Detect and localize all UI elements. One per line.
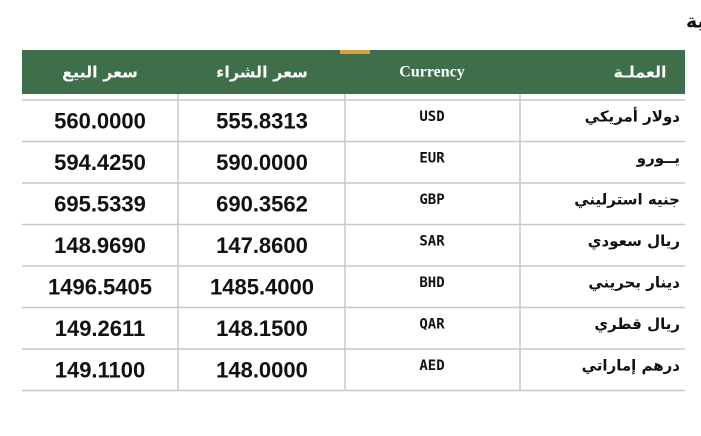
price: 148.9690 [54, 233, 146, 258]
currency-code: QAR [419, 316, 445, 332]
price: 1485.4000 [210, 275, 314, 300]
header-cell: العملـة [614, 63, 667, 82]
currency-name: دولار أمريكي [585, 106, 681, 125]
currency-name: يــورو [636, 149, 680, 167]
title: سعر العملات أمام الجنيه السوداني من مصرف… [686, 9, 701, 33]
header-cell: Currency [399, 64, 464, 81]
currency-name: دينار بحريني [588, 273, 680, 291]
currency-code: SAR [419, 233, 445, 249]
currency-name: ريال قطري [594, 315, 680, 334]
price: 695.5339 [54, 192, 146, 217]
cells: سعر البيع سعر الشراء Currency العملـة 560.00… [48, 63, 680, 383]
price: 560.0000 [54, 109, 146, 134]
price: 149.1100 [55, 358, 146, 383]
header-cell: سعر الشراء [216, 63, 308, 82]
currency-code: USD [419, 109, 444, 125]
header-cell: سعر البيع [62, 63, 138, 82]
price: 590.0000 [216, 150, 308, 175]
currency-code: EUR [419, 150, 445, 166]
currency-code: AED [419, 358, 444, 374]
currency-name: درهم إماراتي [582, 356, 681, 374]
currency-code: GBP [419, 192, 444, 208]
price: 555.8313 [216, 109, 308, 134]
currency-name: جنيه استرليني [574, 190, 680, 208]
price: 148.1500 [216, 316, 308, 341]
header-band [22, 50, 685, 94]
accent [340, 50, 370, 54]
grid [22, 94, 685, 392]
currency-name: ريال سعودي [588, 232, 680, 251]
price: 148.0000 [216, 358, 308, 383]
currency-code: BHD [419, 275, 444, 291]
price: 594.4250 [54, 150, 146, 175]
price: 690.3562 [216, 192, 308, 217]
price: 1496.5405 [48, 275, 152, 300]
price: 149.2611 [55, 316, 146, 341]
price: 147.8600 [216, 233, 308, 258]
